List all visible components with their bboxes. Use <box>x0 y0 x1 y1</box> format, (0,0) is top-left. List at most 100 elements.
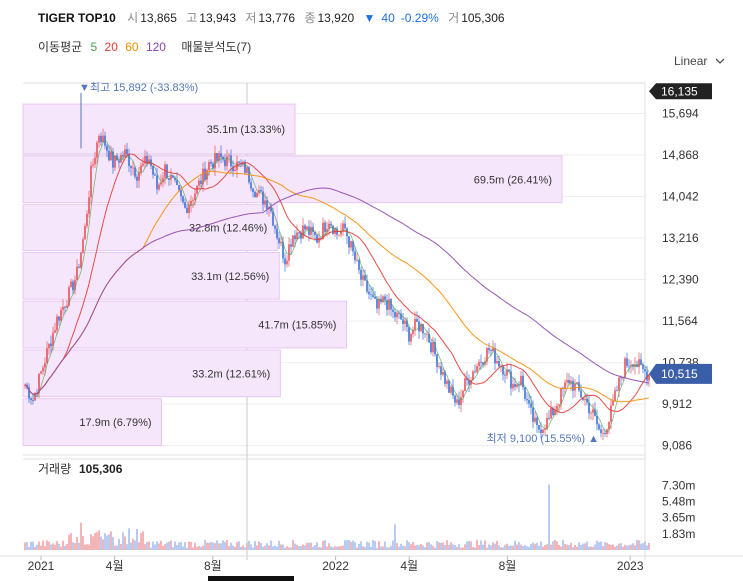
moving-average-legend[interactable]: 이동평균 5 20 60 120 매물분석도(7) <box>38 38 251 55</box>
volume-tick-2: 3.65m <box>662 511 695 525</box>
candle-body-119 <box>262 191 264 205</box>
volume-profile-label-2: 32.8m (12.46%) <box>189 223 267 235</box>
max-price-badge <box>649 83 712 100</box>
ma-line-5 <box>24 139 650 433</box>
volume-bar-3 <box>30 541 32 550</box>
volume-bar-170 <box>364 547 366 550</box>
candle-body-85 <box>194 193 196 200</box>
candle-body-189 <box>402 319 404 324</box>
volume-bar-276 <box>576 546 578 550</box>
volume-bar-90 <box>204 539 206 550</box>
candle-body-125 <box>274 225 276 229</box>
volume-bar-192 <box>408 542 410 550</box>
volume-bar-118 <box>260 543 262 550</box>
volume-bar-66 <box>156 541 158 550</box>
candle-body-278 <box>580 390 582 398</box>
volume-bar-250 <box>524 545 526 550</box>
volume-bar-152 <box>328 543 330 550</box>
volume-bar-16 <box>56 541 58 550</box>
candle-body-168 <box>360 269 362 280</box>
volume-bar-23 <box>70 532 72 550</box>
volume-bar-136 <box>296 544 298 550</box>
volume-bar-228 <box>480 540 482 550</box>
candle-body-97 <box>218 153 220 161</box>
ma-period-60[interactable]: 60 <box>125 40 139 54</box>
volume-bar-111 <box>246 542 248 550</box>
volume-bar-268 <box>560 546 562 550</box>
candle-body-202 <box>428 333 430 343</box>
current-price-badge <box>649 363 712 384</box>
volume-profile-label[interactable]: 매물분석도(7) <box>181 40 252 54</box>
volume-bar-197 <box>418 545 420 550</box>
candle-body-147 <box>318 237 320 243</box>
volume-bar-174 <box>372 540 374 550</box>
candle-body-163 <box>350 241 352 248</box>
volume-bar-4 <box>32 541 34 550</box>
volume-bar-62 <box>148 541 150 550</box>
candle-body-94 <box>212 163 214 169</box>
candle-body-257 <box>538 424 540 430</box>
ma-period-20[interactable]: 20 <box>104 40 118 54</box>
candle-body-17 <box>58 316 60 321</box>
candle-body-120 <box>264 200 266 205</box>
candle-body-29 <box>82 239 84 253</box>
candle-body-89 <box>202 168 204 184</box>
volume-bar-308 <box>640 543 642 550</box>
candle-body-240 <box>504 374 506 376</box>
volume-profile-bar-0 <box>22 103 296 155</box>
candle-body-157 <box>338 234 340 236</box>
candle-body-243 <box>510 371 512 389</box>
volume-bar-20 <box>64 545 66 550</box>
price-tick-3: 13,216 <box>662 231 699 245</box>
volume-bar-257 <box>538 545 540 550</box>
scale-selector[interactable]: Linear <box>674 54 725 68</box>
candle-body-176 <box>376 298 378 309</box>
volume-bar-18 <box>60 546 62 550</box>
ma-period-5[interactable]: 5 <box>90 40 98 54</box>
candle-body-68 <box>160 182 162 185</box>
candle-body-297 <box>618 377 620 391</box>
volume-bar-0 <box>24 542 26 550</box>
volume-bar-74 <box>172 547 174 550</box>
volume-bar-297 <box>618 543 620 550</box>
candle-body-115 <box>254 191 256 198</box>
candle-body-206 <box>436 354 438 367</box>
volume-bar-286 <box>596 540 598 550</box>
candle-body-139 <box>302 225 304 239</box>
candle-body-65 <box>154 174 156 176</box>
volume-bar-185 <box>394 524 396 550</box>
volume-bar-140 <box>304 545 306 550</box>
volume-bar-39 <box>102 539 104 550</box>
volume-bar-121 <box>266 543 268 550</box>
volume-bar-71 <box>166 542 168 550</box>
volume-bar-86 <box>196 546 198 550</box>
volume-label: 거 <box>448 11 460 25</box>
scroll-handle[interactable] <box>208 576 294 581</box>
candle-body-285 <box>594 409 596 416</box>
candle-body-88 <box>200 180 202 184</box>
volume-bar-301 <box>626 545 628 550</box>
ma-period-120[interactable]: 120 <box>145 40 166 54</box>
volume-tick-1: 5.48m <box>662 494 695 508</box>
time-axis: 2021 4월 8월 2022 4월 8월 2023 <box>0 555 743 581</box>
candle-body-22 <box>68 287 70 306</box>
candle-body-195 <box>414 318 416 330</box>
volume-bar-1 <box>26 541 28 550</box>
close-label: 종 <box>304 11 316 25</box>
volume-bar-139 <box>302 544 304 550</box>
volume-bar-133 <box>290 547 292 550</box>
candle-body-273 <box>570 380 572 384</box>
candle-body-274 <box>572 380 574 391</box>
volume-bar-190 <box>404 546 406 550</box>
candle-body-154 <box>332 225 334 234</box>
candle-body-270 <box>564 382 566 389</box>
volume-bar-289 <box>602 546 604 550</box>
candle-body-148 <box>320 237 322 239</box>
candle-body-203 <box>430 342 432 353</box>
volume-bar-93 <box>210 541 212 550</box>
candle-body-143 <box>310 226 312 235</box>
volume-bar-158 <box>340 546 342 550</box>
volume-bar-245 <box>514 540 516 550</box>
volume-bar-261 <box>546 544 548 550</box>
